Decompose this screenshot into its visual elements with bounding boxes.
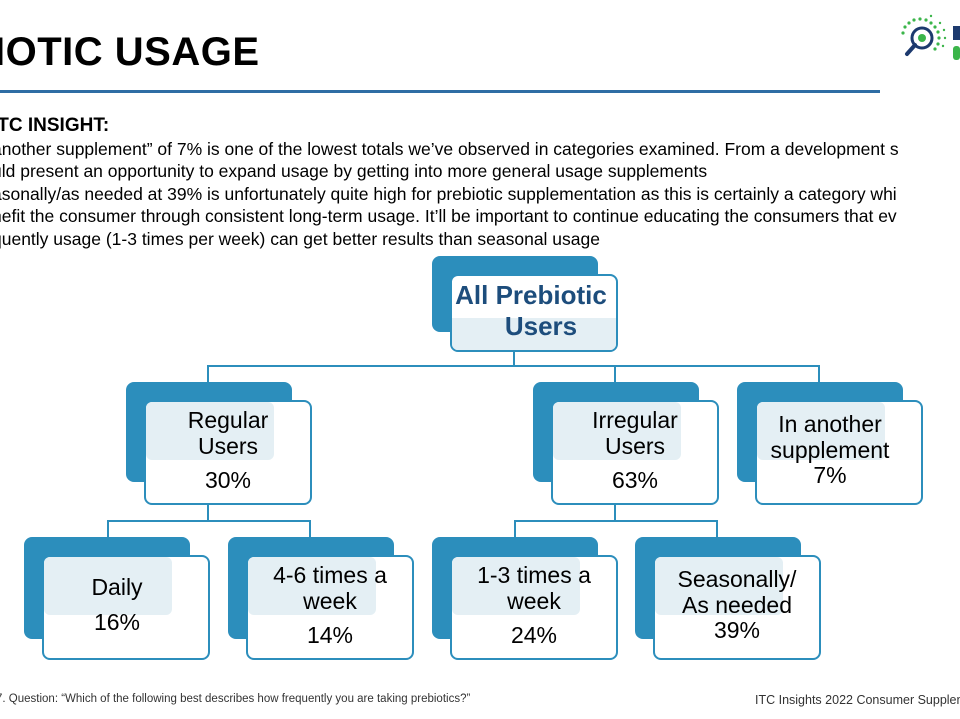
connector-irregular-up	[614, 365, 616, 383]
connector-irregular-bar	[514, 520, 718, 522]
node-regular-users: Regular Users 30%	[126, 382, 312, 505]
node-label: Users	[504, 311, 578, 341]
connector-irregular-down	[614, 503, 616, 521]
node-label: Daily	[91, 574, 143, 600]
node-four-six-times-week: 4-6 times a week 14%	[228, 537, 414, 660]
title-divider	[0, 90, 880, 93]
connector-root-down	[513, 348, 515, 366]
connector-daily-up	[107, 520, 109, 538]
node-label: Irregular	[592, 407, 678, 433]
question-footnote: 7. Question: “Which of the following bes…	[0, 693, 471, 705]
connector-level1-bar	[207, 365, 820, 367]
insight-line: another supplement” of 7% is one of the …	[0, 138, 899, 159]
magnifier-icon	[901, 14, 960, 60]
node-label: Seasonally/	[677, 566, 797, 592]
connector-seasonal-up	[716, 520, 718, 538]
node-all-prebiotic-users: All Prebiotic Users	[432, 256, 618, 352]
insight-line: asonally/as needed at 39% is unfortunate…	[0, 183, 897, 204]
node-label: Users	[197, 432, 259, 459]
node-in-another-supplement: In another supplement 7%	[737, 382, 923, 505]
page-title: IOTIC USAGE	[0, 30, 260, 74]
insight-block: ITC INSIGHT: another supplement” of 7% i…	[0, 115, 960, 250]
node-label: In another	[778, 411, 882, 437]
node-label: As needed	[682, 591, 792, 618]
insight-heading: ITC INSIGHT:	[0, 115, 110, 136]
node-value: 63%	[611, 467, 659, 493]
node-value: 16%	[93, 608, 141, 635]
insight-line: quently usage (1-3 times per week) can g…	[0, 228, 600, 249]
node-irregular-users: Irregular Users 63%	[533, 382, 719, 505]
connector-one-three-up	[514, 520, 516, 538]
node-label: All Prebiotic	[455, 280, 607, 310]
connector-four-six-up	[309, 520, 311, 538]
connector-regular-down	[207, 503, 209, 521]
connector-regular-bar	[107, 520, 311, 522]
source-note: ITC Insights 2022 Consumer Suppleme	[755, 693, 960, 707]
connector-another-up	[818, 365, 820, 383]
node-one-three-times-week: 1-3 times a week 24%	[432, 537, 618, 660]
node-label: week	[303, 587, 357, 614]
node-label: supplement	[770, 436, 890, 463]
node-value: 14%	[306, 622, 354, 648]
node-value: 30%	[204, 467, 252, 493]
node-label: 1-3 times a	[477, 562, 591, 588]
node-seasonally-as-needed: Seasonally/ As needed 39%	[635, 537, 821, 660]
node-label: Regular	[187, 407, 269, 433]
connector-regular-up	[207, 365, 209, 383]
node-label: 4-6 times a	[273, 562, 387, 588]
node-label: Users	[604, 432, 666, 459]
node-value: 24%	[510, 622, 558, 648]
company-logo	[898, 14, 960, 66]
node-value: 7%	[813, 462, 847, 488]
node-value: 39%	[713, 617, 761, 643]
node-daily: Daily 16%	[24, 537, 210, 660]
insight-line: uld present an opportunity to expand usa…	[0, 161, 708, 181]
node-label: week	[507, 587, 561, 614]
insight-line: nefit the consumer through consistent lo…	[0, 206, 897, 226]
